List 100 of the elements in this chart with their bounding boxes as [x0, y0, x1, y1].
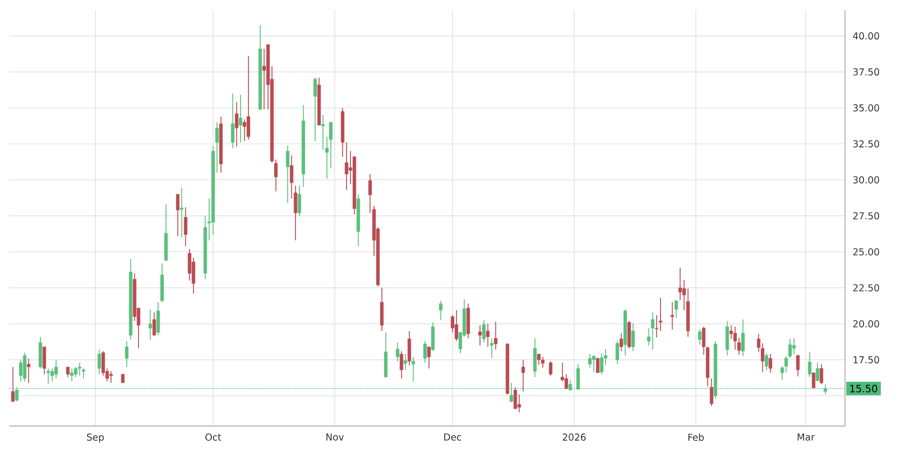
candlestick [631, 322, 635, 352]
candlestick [518, 394, 521, 413]
candlestick [726, 320, 729, 356]
candlestick [380, 287, 384, 332]
candlestick [710, 378, 714, 406]
candlestick [109, 370, 113, 384]
candlestick [788, 338, 792, 358]
candlestick [541, 356, 545, 368]
candlestick [78, 362, 82, 376]
candlestick [427, 346, 431, 369]
candlestick [74, 366, 78, 378]
candlestick [184, 206, 188, 247]
candlestick [670, 302, 674, 330]
candlestick [231, 93, 234, 149]
candlestick [486, 323, 490, 348]
y-tick-label: 30.00 [853, 176, 880, 184]
y-tick-label: 27.50 [853, 212, 880, 220]
candlestick [98, 349, 101, 375]
candlestick [820, 364, 824, 385]
candlestick [482, 320, 486, 343]
y-tick-label: 40.00 [853, 32, 880, 40]
candlestick [548, 360, 552, 376]
candlestick [764, 352, 768, 372]
candlestick [792, 338, 796, 354]
candlestick [11, 366, 15, 402]
candlestick [66, 366, 70, 378]
candlestick [588, 354, 592, 368]
candlestick [808, 351, 812, 378]
candlestick [46, 368, 50, 385]
candlestick [404, 354, 408, 370]
candlestick [19, 359, 22, 382]
candlestick [439, 300, 442, 321]
x-tick-label: Dec [444, 434, 462, 441]
x-tick-label: 2026 [562, 434, 586, 441]
candlestick [238, 94, 242, 143]
candlestick [620, 332, 624, 352]
candlestick [537, 354, 541, 366]
y-tick-label: 32.50 [853, 140, 880, 148]
candlestick [431, 322, 435, 352]
candlestick [246, 56, 250, 140]
candlestick [412, 356, 415, 382]
candlestick [600, 352, 604, 375]
candlestick [494, 321, 498, 350]
candlestick [454, 310, 458, 342]
candlestick [784, 356, 788, 374]
candlestick [148, 308, 152, 340]
candlestick [816, 362, 820, 382]
candlestick [70, 368, 74, 382]
candlestick [176, 194, 180, 236]
y-tick-label: 22.50 [853, 284, 880, 292]
candlestick [698, 329, 702, 346]
candlestick [741, 319, 745, 357]
candlestick [616, 340, 620, 365]
candlestick [298, 185, 302, 216]
candlestick [423, 340, 427, 364]
candlestick [533, 338, 537, 378]
y-tick-label: 37.50 [853, 68, 880, 76]
candlestick [510, 382, 514, 403]
candlestick [152, 312, 156, 336]
candlestick [650, 312, 654, 350]
candlestick [400, 350, 404, 379]
candlestick [812, 372, 816, 390]
candlestick [156, 302, 160, 336]
x-tick-label: Sep [87, 434, 104, 443]
candlestick [796, 354, 800, 377]
candlestick [521, 359, 525, 392]
y-tick-label: 25.00 [853, 248, 880, 256]
y-tick-label: 17.50 [854, 356, 880, 364]
candlestick [768, 354, 772, 374]
candlestick [125, 340, 128, 368]
candlestick [596, 357, 600, 374]
candlestick [674, 300, 678, 318]
x-tick-label: Oct [205, 434, 222, 441]
y-tick-label: 35.00 [853, 104, 880, 112]
candlestick [313, 77, 317, 142]
candlestick [321, 114, 325, 150]
candlestick [576, 364, 580, 390]
candlestick [262, 48, 266, 110]
y-tick-label: 20.00 [853, 320, 880, 328]
x-tick-label: Mar [798, 434, 815, 441]
x-tick-label: Nov [326, 434, 344, 441]
candlestick [180, 187, 184, 238]
candlestick [733, 326, 737, 350]
candlestick [15, 386, 19, 402]
candlestick [26, 358, 30, 384]
candlestick [22, 352, 26, 382]
candlestick [490, 338, 494, 359]
candlestick [42, 346, 46, 375]
candlestick [234, 102, 238, 148]
candlestick [396, 342, 400, 362]
candlestick [408, 330, 412, 366]
candlestick [242, 118, 246, 142]
x-tick-label: Feb [688, 434, 704, 441]
ref-line-label: 15.50 [850, 384, 878, 392]
candlestick [286, 144, 290, 204]
candlestick [54, 359, 58, 379]
candlestick [478, 324, 482, 346]
candlestick [514, 386, 518, 410]
candlestick [344, 142, 348, 190]
candlestick [824, 384, 828, 395]
